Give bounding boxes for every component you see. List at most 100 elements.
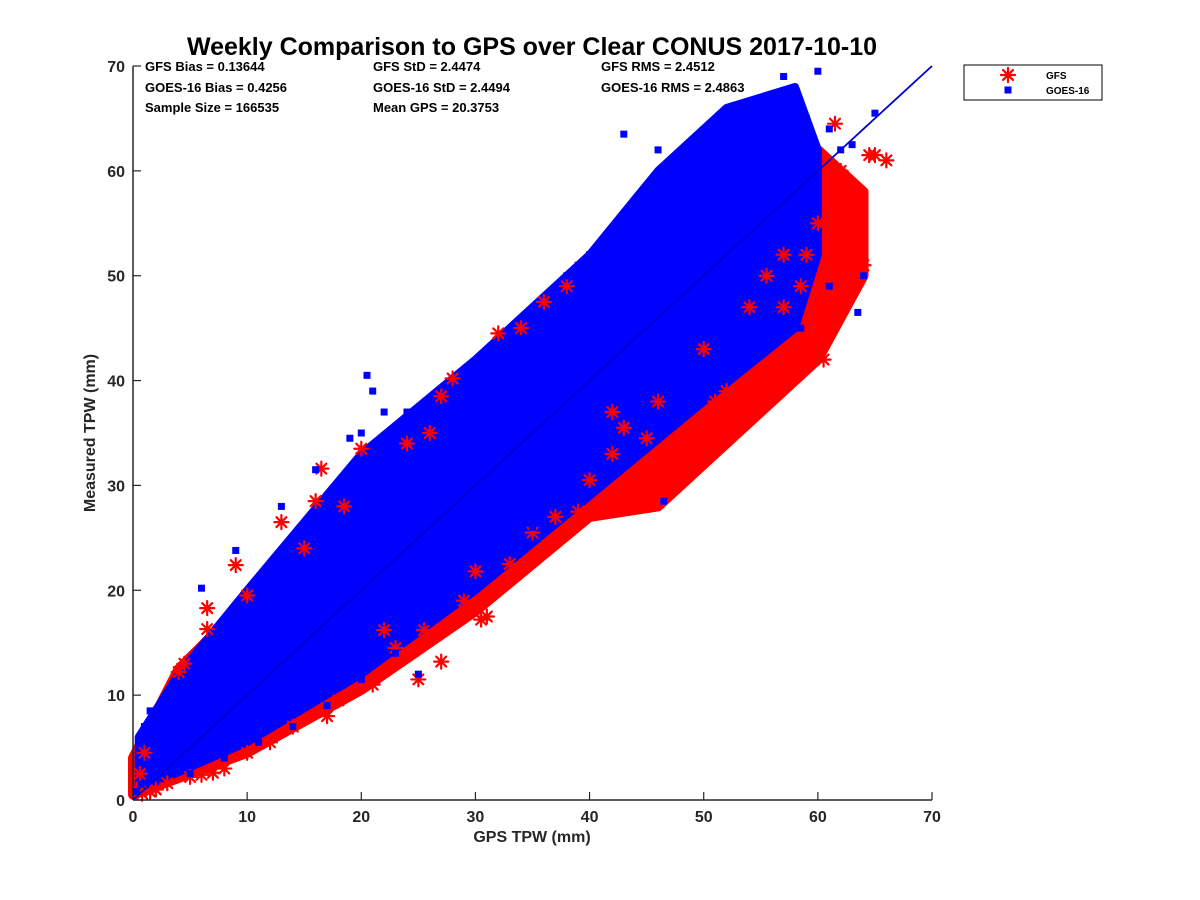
gfs-point [261, 734, 279, 751]
goes-16-point [677, 167, 685, 175]
legend-goes-marker [1004, 86, 1012, 94]
gfs-point [336, 498, 353, 515]
gfs-point [638, 430, 655, 447]
goes-16-point [369, 387, 377, 395]
gfs-legend-star [999, 66, 1017, 84]
gfs-point [296, 540, 313, 557]
goes-16-point [449, 398, 457, 406]
goes-16-point [426, 502, 434, 510]
x-tick-label: 20 [352, 809, 370, 826]
statistics-annotations: GFS Bias = 0.13644 GOES-16 Bias = 0.4256… [145, 59, 744, 115]
goes-16-point [334, 492, 342, 500]
goes-16-point [700, 377, 708, 385]
gfs-point [655, 466, 672, 484]
goes-16-point [780, 72, 788, 80]
gfs-point [535, 293, 553, 311]
gfs-point [318, 708, 336, 725]
gfs-point [404, 643, 421, 660]
gfs-point [415, 622, 433, 639]
gfs-point [809, 330, 826, 347]
x-axis-label: GPS TPW (mm) [473, 829, 590, 846]
legend-box [963, 64, 1103, 101]
gfs-std-stat: GFS StD = 2.4474 [373, 59, 481, 74]
goes-16-point [574, 261, 582, 269]
gfs-point [159, 775, 176, 792]
gfs-point [376, 622, 393, 639]
goes-16-point [540, 324, 548, 332]
gfs-point [307, 493, 324, 510]
goes-16-point [723, 135, 731, 143]
gfs-point [490, 325, 507, 342]
goes-16-point [266, 586, 274, 594]
goes-16-point [620, 130, 628, 138]
y-tick-label: 30 [107, 478, 125, 495]
goes-16-point [255, 738, 263, 746]
goes-16-point [654, 146, 662, 154]
goes-16-point [363, 371, 371, 379]
goes-16-point [825, 125, 833, 133]
goes-16-point [768, 93, 776, 101]
goes-16-point [631, 439, 639, 447]
legend-goes-label: GOES-16 [1046, 86, 1090, 97]
gfs-point [455, 592, 473, 609]
x-tick-label: 50 [695, 809, 713, 826]
goes-16-point [563, 272, 571, 280]
goes-16-point [802, 114, 810, 122]
goes-16-point [140, 723, 148, 731]
goes-16-point [186, 770, 194, 778]
goes-16-point [797, 324, 805, 332]
goes-16-point [665, 177, 673, 185]
gfs-point [649, 393, 667, 410]
gfs-point [239, 744, 256, 761]
gfs-point [512, 320, 530, 337]
gfs-point [131, 765, 148, 782]
goes-16-point [700, 146, 708, 154]
goes-rms-stat: GOES-16 RMS = 2.4863 [601, 80, 744, 95]
gfs-point [695, 341, 712, 358]
x-tick-label: 70 [923, 809, 941, 826]
goes-16-point [848, 141, 856, 149]
goes-16-point [586, 251, 594, 259]
gfs-point [467, 563, 484, 580]
gfs-point [792, 278, 809, 295]
gfs-point [786, 346, 804, 363]
goes-16-point [426, 618, 434, 626]
gfs-point [741, 388, 758, 405]
goes-16-point [791, 104, 799, 112]
goes-16-point [506, 345, 514, 353]
goes-16-point [471, 377, 479, 385]
goes-16-point [768, 293, 776, 301]
goes-16-point [357, 429, 365, 437]
gfs-point [330, 692, 347, 709]
y-tick-label: 10 [107, 688, 125, 705]
goes-16-point [289, 723, 297, 731]
y-tick-label: 40 [107, 374, 125, 391]
goes-16-point [494, 366, 502, 374]
scatter-points-layer [128, 67, 895, 802]
gfs-point [501, 555, 518, 573]
gfs-point [764, 356, 781, 373]
gfs-point [444, 370, 461, 387]
gfs-point [758, 267, 775, 284]
goes-16-point [608, 230, 616, 238]
gfs-point [878, 152, 895, 169]
goes-16-point [132, 788, 140, 796]
goes-16-point [723, 324, 731, 332]
goes-16-point [175, 681, 183, 689]
goes-16-point [437, 481, 445, 489]
gfs-point [216, 760, 233, 777]
gfs-point [273, 514, 290, 531]
gfs-point [433, 653, 450, 670]
gfs-point [838, 262, 855, 279]
y-tick-label: 0 [116, 793, 125, 810]
goes-16-point [660, 497, 668, 505]
gfs-point [421, 424, 438, 442]
goes-16-point [209, 660, 217, 668]
goes-16-point [403, 408, 411, 416]
goes-16-point [300, 523, 308, 531]
gfs-point [684, 445, 701, 463]
x-tick-label: 30 [467, 809, 485, 826]
gfs-point [398, 435, 416, 452]
goes-16-point [483, 576, 491, 584]
goes-16-point [711, 125, 719, 133]
